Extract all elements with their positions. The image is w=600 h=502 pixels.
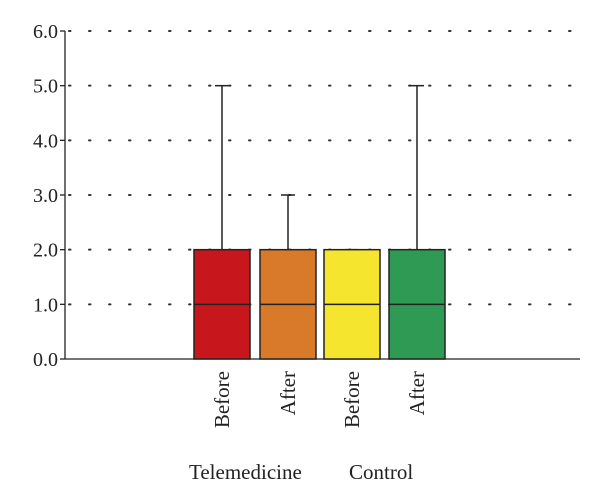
group-label-telemedicine: Telemedicine [189, 460, 302, 484]
x-category-label-3: Before [340, 371, 364, 428]
x-category-label-4: After [405, 371, 429, 415]
group-label-control: Control [349, 460, 413, 484]
y-tick-label-3.0: 3.0 [33, 185, 58, 207]
box-4-after [388, 84, 446, 360]
axes [64, 31, 580, 360]
x-category-label-1: Before [210, 371, 234, 428]
box-2-after [259, 194, 317, 360]
box-3-before [323, 248, 381, 360]
y-axis-ticks: 0.0 1.0 2.0 3.0 4.0 5.0 6.0 [33, 21, 65, 371]
box-1-before [193, 84, 251, 360]
x-category-label-2: After [276, 371, 300, 415]
y-tick-label-2.0: 2.0 [33, 240, 58, 262]
x-axis-category-labels: Before After Before After [210, 371, 429, 428]
y-tick-label-4.0: 4.0 [33, 130, 58, 152]
y-tick-label-1.0: 1.0 [33, 294, 58, 316]
y-tick-label-6.0: 6.0 [33, 21, 58, 43]
boxes [193, 84, 446, 360]
y-tick-label-0.0: 0.0 [33, 349, 58, 371]
y-tick-label-5.0: 5.0 [33, 76, 58, 98]
